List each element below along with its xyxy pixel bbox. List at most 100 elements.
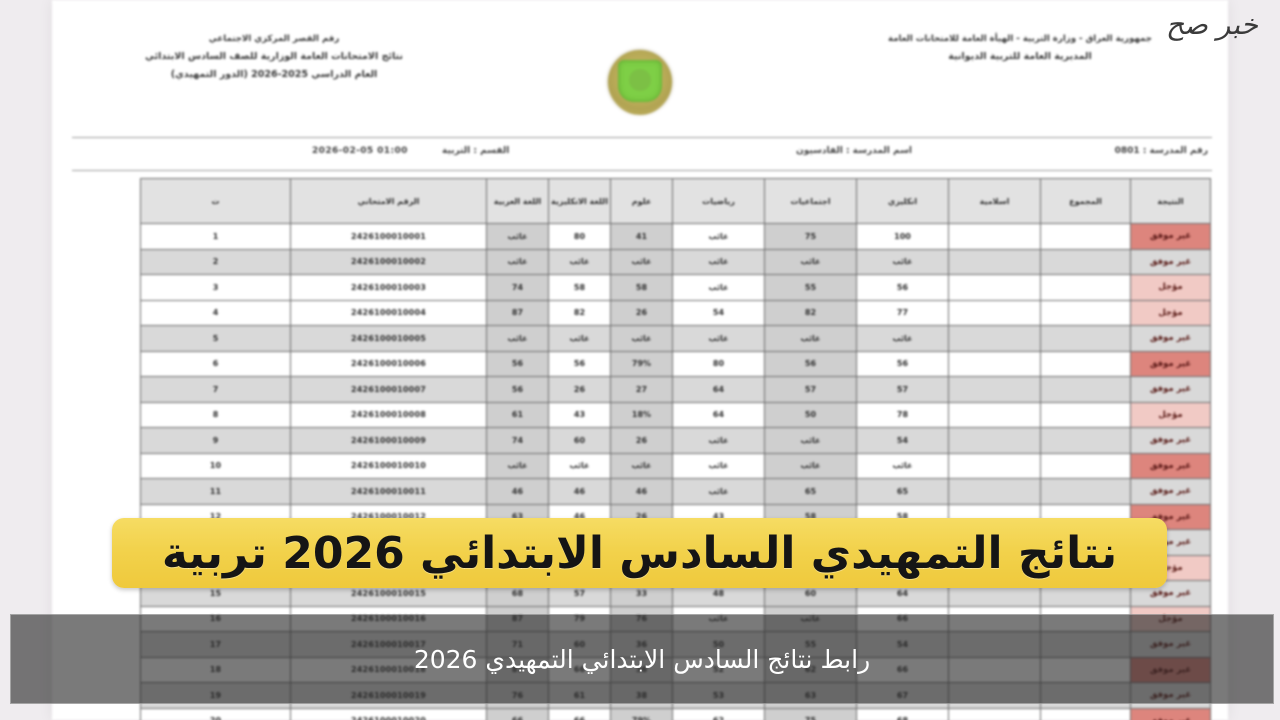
cell-grade-1: 100 (856, 223, 949, 250)
cell-grade-6: غائب (486, 223, 549, 250)
cell-exam-number: 2426100010007 (290, 376, 487, 403)
col-header-arabic-lang: اللغة العربية (486, 178, 549, 224)
cell-average (948, 401, 1041, 428)
cell-grade-6: 74 (486, 274, 549, 301)
cell-result: غير موفق (1130, 248, 1211, 275)
cell-average (948, 376, 1041, 403)
cell-average (948, 223, 1041, 250)
cell-grade-6: غائب (486, 248, 549, 275)
cell-exam-number: 2426100010020 (290, 707, 487, 720)
cell-grade-2: غائب (764, 452, 857, 479)
cell-average (948, 350, 1041, 377)
cell-index: 20 (140, 707, 291, 720)
col-header-result: النتيجة (1130, 178, 1211, 224)
cell-exam-number: 2426100010009 (290, 427, 487, 454)
cell-grade-2: غائب (764, 325, 857, 352)
site-watermark: خبر صح (1166, 8, 1258, 41)
cell-index: 1 (140, 223, 291, 250)
cell-grade-3: غائب (672, 274, 765, 301)
cell-grade-3: 64 (672, 376, 765, 403)
cell-grade-5: 80 (548, 223, 611, 250)
cell-result: مؤجل (1130, 274, 1211, 301)
cell-index: 10 (140, 452, 291, 479)
cell-exam-number: 2426100010011 (290, 478, 487, 505)
cell-grade-3: غائب (672, 325, 765, 352)
cell-grade-3: غائب (672, 478, 765, 505)
cell-average (948, 325, 1041, 352)
cell-grade-1: 77 (856, 299, 949, 326)
cell-grade-1: 57 (856, 376, 949, 403)
caption-overlay-bar: رابط نتائج السادس الابتدائي التمهيدي 202… (10, 614, 1274, 704)
cell-grade-2: 75 (764, 223, 857, 250)
cell-grade-3: 62 (672, 707, 765, 720)
table-row: غير موفق575764272656امير كاظم مهدي كاظم2… (95, 376, 1211, 403)
cell-grade-5: غائب (548, 248, 611, 275)
cell-grade-3: غائب (672, 248, 765, 275)
cell-total (1040, 478, 1131, 505)
cell-grade-6: 66 (486, 707, 549, 720)
cell-grade-1: 65 (856, 478, 949, 505)
cell-grade-3: 80 (672, 350, 765, 377)
cell-grade-3: 64 (672, 401, 765, 428)
cell-grade-6: 74 (486, 427, 549, 454)
cell-result: غير موفق (1130, 478, 1211, 505)
cell-total (1040, 401, 1131, 428)
col-header-social: اجتماعيات (764, 178, 857, 224)
cell-grade-5: 46 (548, 478, 611, 505)
header-ministry-line2: المديرية العامة للتربية الديوانية (948, 51, 1092, 62)
cell-grade-6: غائب (486, 325, 549, 352)
cell-grade-3: غائب (672, 427, 765, 454)
headline-banner-text: نتائج التمهيدي السادس الابتدائي 2026 ترب… (161, 527, 1118, 579)
header-exam-line1: رقم القصر المركزي الاجتماعي (208, 34, 340, 44)
iraq-national-emblem-icon (604, 44, 676, 122)
col-header-science: علوم (610, 178, 673, 224)
cell-grade-1: 78 (856, 401, 949, 428)
col-header-total: المجموع (1040, 178, 1131, 224)
cell-grade-4: 26 (610, 299, 673, 326)
cell-grade-2: 56 (764, 350, 857, 377)
table-row: غير موفق68756279%6666سيف حسن كاظم عباس24… (95, 707, 1211, 720)
cell-result: غير موفق (1130, 350, 1211, 377)
cell-exam-number: 2426100010004 (290, 299, 487, 326)
cell-total (1040, 350, 1131, 377)
school-name-value: القادسيون (796, 146, 843, 156)
header-ministry-block: جمهورية العراق - وزارة التربية - الهيأة … (820, 30, 1220, 66)
cell-average (948, 274, 1041, 301)
cell-grade-1: غائب (856, 248, 949, 275)
cell-grade-2: غائب (764, 427, 857, 454)
cell-grade-2: 65 (764, 478, 857, 505)
header-ministry-line1: جمهورية العراق - وزارة التربية - الهيأة … (888, 34, 1152, 44)
cell-average (948, 478, 1041, 505)
document-header: جمهورية العراق - وزارة التربية - الهيأة … (52, 30, 1228, 142)
cell-grade-5: 26 (548, 376, 611, 403)
school-number: رقم المدرسة : 0801 (1115, 146, 1208, 156)
cell-total (1040, 248, 1131, 275)
cell-grade-5: غائب (548, 325, 611, 352)
cell-index: 6 (140, 350, 291, 377)
caption-overlay-text: رابط نتائج السادس الابتدائي التمهيدي 202… (413, 644, 871, 674)
cell-grade-3: غائب (672, 452, 765, 479)
cell-result: مؤجل (1130, 299, 1211, 326)
table-row: غير موفق54غائبغائب266074امير فاتن عبد ال… (95, 427, 1211, 454)
cell-result: غير موفق (1130, 707, 1211, 720)
cell-result: غير موفق (1130, 325, 1211, 352)
cell-total (1040, 274, 1131, 301)
cell-grade-6: 56 (486, 350, 549, 377)
cell-grade-5: 43 (548, 401, 611, 428)
cell-grade-3: 54 (672, 299, 765, 326)
school-number-value: 0801 (1114, 146, 1140, 156)
cell-grade-2: 50 (764, 401, 857, 428)
cell-grade-4: غائب (610, 248, 673, 275)
table-row: غير موفقغائبغائبغائبغائبغائبغائباحمد حسي… (95, 248, 1211, 275)
cell-index: 2 (140, 248, 291, 275)
cell-grade-4: 46 (610, 478, 673, 505)
cell-grade-1: 54 (856, 427, 949, 454)
header-divider-bottom (72, 170, 1212, 171)
cell-index: 4 (140, 299, 291, 326)
cell-total (1040, 299, 1131, 326)
school-name-label: اسم المدرسة : (845, 146, 912, 156)
cell-result: مؤجل (1130, 401, 1211, 428)
cell-grade-5: غائب (548, 452, 611, 479)
